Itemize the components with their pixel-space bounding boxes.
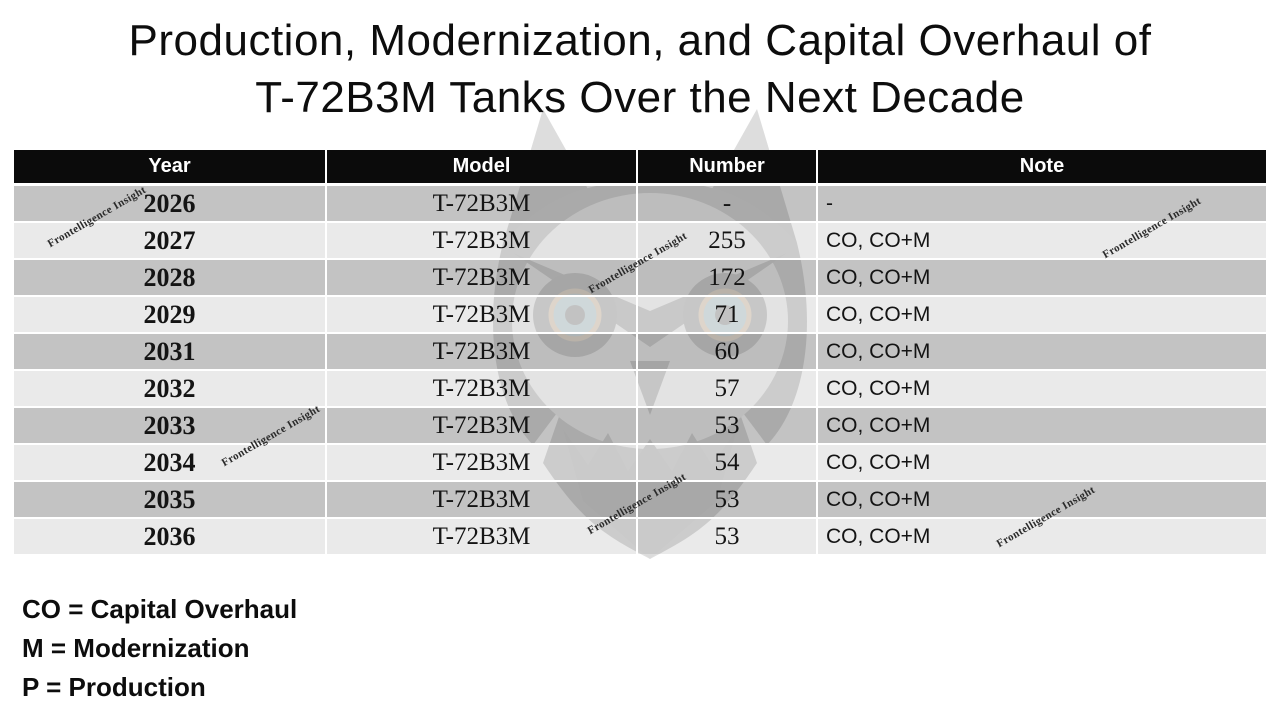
- page-title: Production, Modernization, and Capital O…: [0, 12, 1280, 126]
- model-cell: T-72B3M: [327, 186, 638, 223]
- legend-line-m: M = Modernization: [22, 633, 250, 663]
- number-cell: 53: [638, 519, 818, 554]
- note-cell: CO, CO+M: [818, 408, 1266, 445]
- note-cell: CO, CO+M: [818, 371, 1266, 408]
- model-cell: T-72B3M: [327, 297, 638, 334]
- year-cell: 2027: [14, 223, 327, 260]
- note-cell: CO, CO+M: [818, 223, 1266, 260]
- model-cell: T-72B3M: [327, 482, 638, 519]
- year-cell: 2029: [14, 297, 327, 334]
- tanks-schedule-table: Year Model Number Note 2026 T-72B3M - -2027…: [14, 150, 1266, 554]
- year-cell: 2035: [14, 482, 327, 519]
- table-row: 2028 T-72B3M 172 CO, CO+M: [14, 260, 1266, 297]
- table-header-row: Year Model Number Note: [14, 150, 1266, 186]
- note-cell: CO, CO+M: [818, 260, 1266, 297]
- number-cell: 53: [638, 482, 818, 519]
- number-cell: 60: [638, 334, 818, 371]
- model-cell: T-72B3M: [327, 519, 638, 554]
- note-cell: CO, CO+M: [818, 334, 1266, 371]
- table-row: 2026 T-72B3M - -: [14, 186, 1266, 223]
- model-cell: T-72B3M: [327, 445, 638, 482]
- page-title-line1: Production, Modernization, and Capital O…: [128, 16, 1152, 65]
- number-cell: 172: [638, 260, 818, 297]
- legend-line-co: CO = Capital Overhaul: [22, 594, 298, 624]
- note-cell: CO, CO+M: [818, 519, 1266, 554]
- column-header-number: Number: [638, 150, 818, 186]
- table-row: 2035 T-72B3M 53 CO, CO+M: [14, 482, 1266, 519]
- table-row: 2034 T-72B3M 54 CO, CO+M: [14, 445, 1266, 482]
- column-header-model: Model: [327, 150, 638, 186]
- year-cell: 2028: [14, 260, 327, 297]
- table-body: 2026 T-72B3M - -2027 T-72B3M 255 CO, CO+M 2028 T…: [14, 186, 1266, 554]
- year-cell: 2032: [14, 371, 327, 408]
- number-cell: 57: [638, 371, 818, 408]
- table-row: 2027 T-72B3M 255 CO, CO+M: [14, 223, 1266, 260]
- table-row: 2033 T-72B3M 53 CO, CO+M: [14, 408, 1266, 445]
- table-row: 2036 T-72B3M 53 CO, CO+M: [14, 519, 1266, 554]
- model-cell: T-72B3M: [327, 371, 638, 408]
- column-header-year: Year: [14, 150, 327, 186]
- column-header-note: Note: [818, 150, 1266, 186]
- note-cell: CO, CO+M: [818, 482, 1266, 519]
- number-cell: 54: [638, 445, 818, 482]
- model-cell: T-72B3M: [327, 408, 638, 445]
- number-cell: -: [638, 186, 818, 223]
- model-cell: T-72B3M: [327, 223, 638, 260]
- number-cell: 255: [638, 223, 818, 260]
- number-cell: 53: [638, 408, 818, 445]
- year-cell: 2031: [14, 334, 327, 371]
- abbreviation-legend: CO = Capital Overhaul M = Modernization …: [22, 590, 297, 707]
- table-row: 2031 T-72B3M 60 CO, CO+M: [14, 334, 1266, 371]
- note-cell: -: [818, 186, 1266, 223]
- legend-line-p: P = Production: [22, 672, 206, 702]
- page-title-line2: T-72B3M Tanks Over the Next Decade: [255, 73, 1025, 122]
- table-row: 2029 T-72B3M 71 CO, CO+M: [14, 297, 1266, 334]
- model-cell: T-72B3M: [327, 260, 638, 297]
- number-cell: 71: [638, 297, 818, 334]
- table-row: 2032 T-72B3M 57 CO, CO+M: [14, 371, 1266, 408]
- model-cell: T-72B3M: [327, 334, 638, 371]
- note-cell: CO, CO+M: [818, 445, 1266, 482]
- year-cell: 2034: [14, 445, 327, 482]
- table-header: Year Model Number Note: [14, 150, 1266, 186]
- year-cell: 2033: [14, 408, 327, 445]
- year-cell: 2036: [14, 519, 327, 554]
- note-cell: CO, CO+M: [818, 297, 1266, 334]
- year-cell: 2026: [14, 186, 327, 223]
